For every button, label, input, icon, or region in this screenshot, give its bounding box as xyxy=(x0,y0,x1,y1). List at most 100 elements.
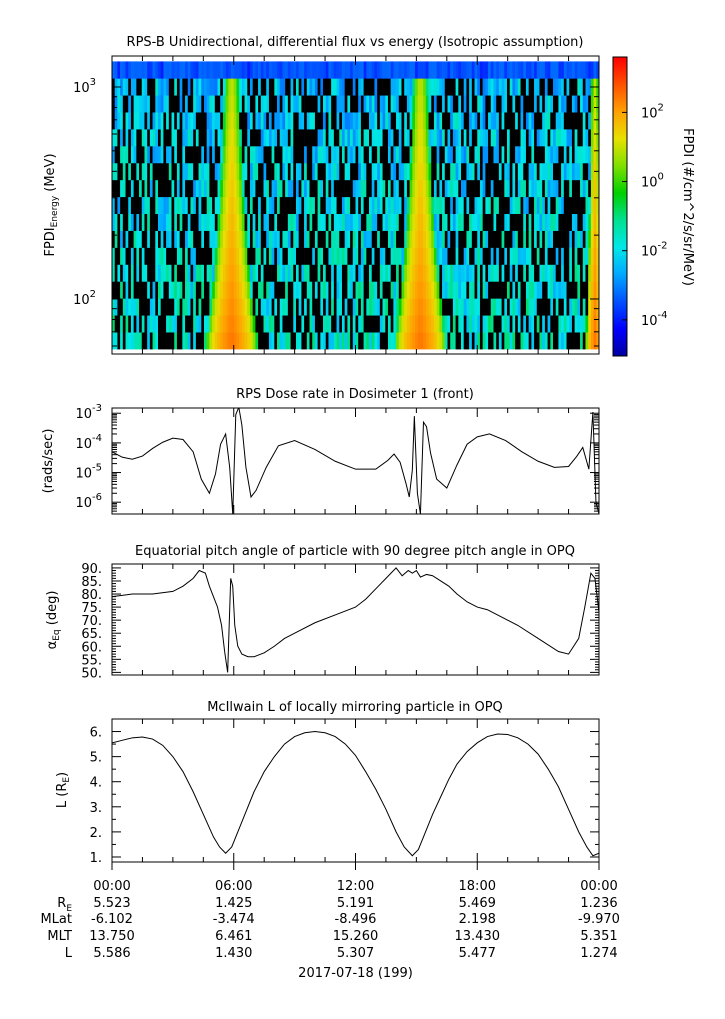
heatmap-cell xyxy=(306,61,310,79)
heatmap-cell xyxy=(580,315,584,333)
heatmap-cell xyxy=(417,332,421,350)
heatmap-cell xyxy=(561,213,565,231)
heatmap-cell xyxy=(260,146,264,164)
heatmap-cell xyxy=(401,230,405,248)
heatmap-cell xyxy=(571,264,575,282)
heatmap-cell xyxy=(577,332,581,350)
heatmap-cell xyxy=(504,281,508,299)
heatmap-cell xyxy=(563,179,567,198)
heatmap-cell xyxy=(390,61,394,79)
heatmap-cell xyxy=(474,230,478,248)
heatmap-cell xyxy=(249,332,253,350)
heatmap-cell xyxy=(222,112,226,130)
heatmap-cell xyxy=(455,247,459,265)
heatmap-cell xyxy=(590,129,594,147)
heatmap-cell xyxy=(133,146,137,164)
heatmap-cell xyxy=(593,179,597,198)
heatmap-cell xyxy=(463,332,467,350)
heatmap-cell xyxy=(439,230,443,248)
heatmap-cell xyxy=(393,281,397,299)
heatmap-cell xyxy=(301,112,305,130)
heatmap-cell xyxy=(341,162,345,181)
heatmap-cell xyxy=(490,78,494,96)
heatmap-cell xyxy=(122,61,126,79)
heatmap-cell xyxy=(566,230,570,248)
heatmap-cell xyxy=(360,230,364,248)
heatmap-cell xyxy=(582,213,586,231)
heatmap-cell xyxy=(298,230,302,248)
heatmap-cell xyxy=(290,95,294,113)
heatmap-cell xyxy=(298,162,302,181)
heatmap-cell xyxy=(225,213,229,231)
heatmap-cell xyxy=(515,129,519,147)
heatmap-cell xyxy=(293,247,297,265)
heatmap-cell xyxy=(561,78,565,96)
heatmap-cell xyxy=(141,179,145,198)
heatmap-cell xyxy=(179,213,183,231)
heatmap-cell xyxy=(528,179,532,198)
heatmap-cell xyxy=(233,213,237,231)
heatmap-cell xyxy=(431,196,435,215)
heatmap-cell xyxy=(461,315,465,333)
heatmap-cell xyxy=(396,315,400,333)
heatmap-cell xyxy=(133,179,137,198)
heatmap-cell xyxy=(350,196,354,215)
heatmap-cell xyxy=(382,95,386,113)
heatmap-cell xyxy=(501,281,505,299)
heatmap-cell xyxy=(377,95,381,113)
heatmap-cell xyxy=(401,162,405,181)
heatmap-cell xyxy=(312,146,316,164)
heatmap-cell xyxy=(369,332,373,350)
heatmap-cell xyxy=(225,247,229,265)
heatmap-cell xyxy=(306,247,310,265)
heatmap-cell xyxy=(509,315,513,333)
heatmap-cell xyxy=(593,95,597,113)
heatmap-cell xyxy=(141,78,145,96)
heatmap-cell xyxy=(544,264,548,282)
heatmap-cell xyxy=(290,179,294,198)
heatmap-cell xyxy=(498,129,502,147)
heatmap-cell xyxy=(366,95,370,113)
heatmap-cell xyxy=(233,247,237,265)
heatmap-cell xyxy=(352,146,356,164)
heatmap-cell xyxy=(203,61,207,79)
heatmap-cell xyxy=(520,247,524,265)
heatmap-cell xyxy=(433,281,437,299)
heatmap-cell xyxy=(363,61,367,79)
heatmap-cell xyxy=(122,95,126,113)
heatmap-cell xyxy=(247,264,251,282)
heatmap-cell xyxy=(333,332,337,350)
heatmap-cell xyxy=(385,281,389,299)
heatmap-cell xyxy=(144,230,148,248)
heatmap-cell xyxy=(112,264,116,282)
heatmap-cell xyxy=(141,129,145,147)
heatmap-cell xyxy=(168,129,172,147)
heatmap-cell xyxy=(542,112,546,130)
heatmap-cell xyxy=(442,129,446,147)
heatmap-cell xyxy=(141,332,145,350)
heatmap-cell xyxy=(193,298,197,316)
heatmap-cell xyxy=(122,247,126,265)
heatmap-cell xyxy=(247,95,251,113)
heatmap-cell xyxy=(452,213,456,231)
heatmap-cell xyxy=(580,95,584,113)
heatmap-cell xyxy=(425,264,429,282)
heatmap-cell xyxy=(174,315,178,333)
dose-rate-panel: RPS Dose rate in Dosimeter 1 (front) 10-… xyxy=(41,387,600,515)
heatmap-cell xyxy=(114,95,118,113)
heatmap-cell xyxy=(274,61,278,79)
heatmap-cell xyxy=(566,95,570,113)
heatmap-cell xyxy=(233,281,237,299)
heatmap-cell xyxy=(277,213,281,231)
heatmap-cell xyxy=(542,196,546,215)
heatmap-cell xyxy=(498,95,502,113)
heatmap-cell xyxy=(433,146,437,164)
heatmap-cell xyxy=(152,61,156,79)
heatmap-cell xyxy=(117,281,121,299)
heatmap-cell xyxy=(379,146,383,164)
heatmap-cell xyxy=(517,264,521,282)
heatmap-cell xyxy=(244,95,248,113)
heatmap-cell xyxy=(244,162,248,181)
heatmap-cell xyxy=(136,247,140,265)
heatmap-cell xyxy=(398,162,402,181)
